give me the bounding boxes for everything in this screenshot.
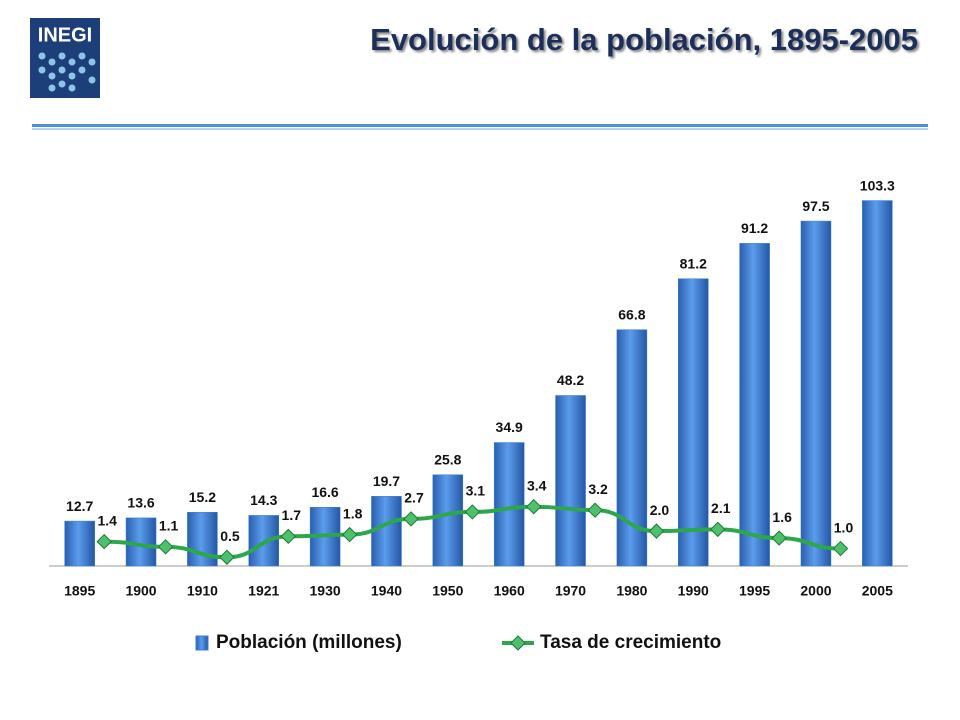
bar-value-label: 16.6 <box>311 484 338 500</box>
x-tick-label: 1895 <box>64 583 95 599</box>
line-value-label: 0.5 <box>220 528 240 544</box>
bar <box>862 200 893 567</box>
line-marker <box>403 511 419 527</box>
x-tick-label: 1910 <box>187 583 218 599</box>
x-tick-label: 1940 <box>371 583 402 599</box>
line-marker <box>219 549 235 565</box>
line-marker <box>832 540 849 557</box>
line-value-label: 2.0 <box>650 502 670 518</box>
title-rule <box>32 124 928 127</box>
bar-value-label: 66.8 <box>618 306 645 322</box>
x-tick-label: 2000 <box>800 583 831 599</box>
line-value-label: 1.7 <box>282 507 302 523</box>
bar-value-label: 13.6 <box>127 495 154 511</box>
bar-value-label: 19.7 <box>373 473 400 489</box>
x-tick-label: 1990 <box>678 583 709 599</box>
legend-label: Población (millones) <box>216 632 402 653</box>
x-tick-label: 1970 <box>555 583 586 599</box>
bar-value-label: 25.8 <box>434 451 461 467</box>
bar <box>64 520 95 567</box>
line-marker <box>341 526 358 543</box>
line-value-label: 3.4 <box>527 477 547 493</box>
bar-value-label: 81.2 <box>680 255 707 271</box>
chart-title: Evolución de la población, 1895-2005 <box>370 22 918 57</box>
line-value-label: 3.1 <box>466 483 486 499</box>
line-marker <box>526 498 542 515</box>
line-marker <box>157 539 174 555</box>
bar <box>555 395 586 567</box>
legend-label: Tasa de crecimiento <box>540 632 721 653</box>
bar-value-label: 48.2 <box>557 372 584 388</box>
bar <box>739 243 770 567</box>
legend-swatch <box>195 635 209 651</box>
line-value-label: 1.1 <box>159 518 179 534</box>
logo-text: INEGI <box>38 24 92 46</box>
x-tick-label: 2005 <box>862 583 893 599</box>
bar-value-label: 97.5 <box>802 198 829 214</box>
x-tick-label: 1930 <box>310 583 341 599</box>
line-value-label: 2.7 <box>404 490 424 506</box>
line-value-label: 3.2 <box>588 481 608 497</box>
bar-value-label: 34.9 <box>496 419 523 435</box>
line-value-label: 1.8 <box>343 505 363 521</box>
line-marker <box>648 523 665 539</box>
line-value-label: 1.4 <box>97 512 117 528</box>
x-tick-label: 1950 <box>432 583 463 599</box>
line-marker <box>280 528 297 545</box>
line-value-label: 1.0 <box>834 519 854 535</box>
legend-swatch-marker <box>510 635 526 651</box>
bar <box>800 220 832 567</box>
x-tick-label: 1960 <box>494 583 525 599</box>
x-tick-label: 1995 <box>739 583 770 599</box>
line-marker <box>464 504 481 520</box>
line-marker <box>771 530 787 546</box>
bar-value-label: 91.2 <box>741 220 768 236</box>
logo: INEGI <box>30 18 100 98</box>
line-value-label: 1.6 <box>772 509 792 525</box>
bar-value-label: 103.3 <box>860 177 895 193</box>
x-tick-label: 1980 <box>616 583 647 599</box>
bar <box>493 442 525 567</box>
bar <box>432 474 464 567</box>
logo-dots <box>38 52 96 92</box>
bar-value-label: 12.7 <box>66 498 93 514</box>
line-value-label: 2.1 <box>711 500 731 516</box>
bar-value-label: 15.2 <box>189 489 216 505</box>
x-tick-label: 1921 <box>248 583 279 599</box>
x-tick-label: 1900 <box>125 583 156 599</box>
title-rule-light <box>32 128 928 130</box>
bar-value-label: 14.3 <box>250 492 277 508</box>
line-marker <box>710 521 726 538</box>
line-marker <box>587 502 603 518</box>
line-marker <box>96 533 112 550</box>
bar <box>371 496 402 567</box>
bar <box>678 278 709 567</box>
